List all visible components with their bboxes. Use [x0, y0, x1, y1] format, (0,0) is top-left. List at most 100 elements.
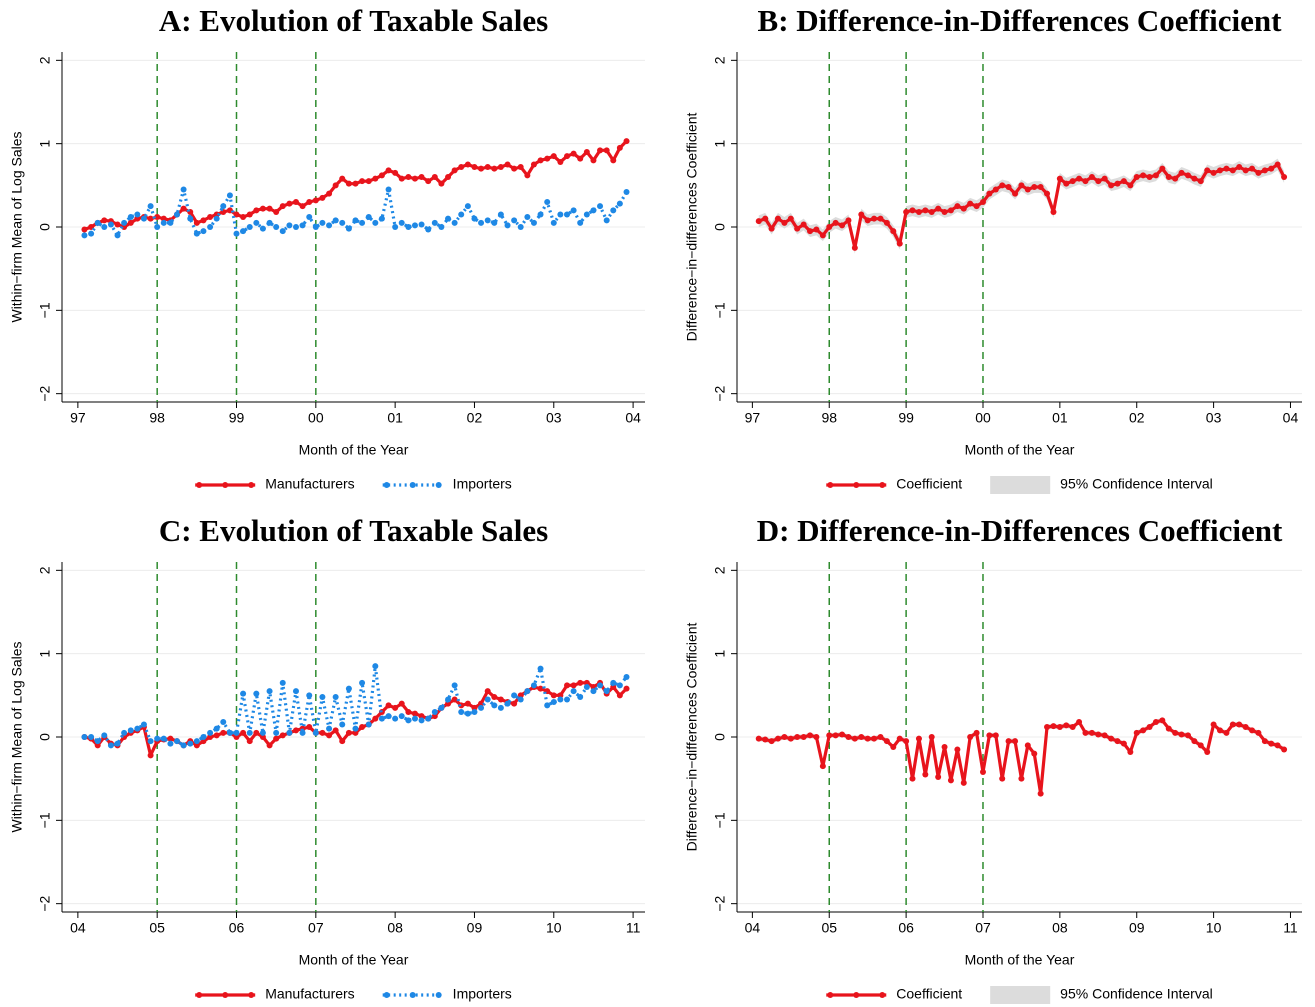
- legend-marker: [853, 992, 860, 998]
- data-point: [253, 690, 260, 697]
- data-point: [1012, 190, 1019, 197]
- data-point: [1242, 724, 1249, 730]
- y-tick-label: 2: [712, 566, 728, 574]
- data-point: [405, 174, 412, 180]
- y-tick-label: −2: [37, 385, 53, 401]
- data-point: [755, 735, 762, 742]
- data-point: [1120, 178, 1127, 185]
- data-point: [398, 219, 405, 226]
- data-point: [1268, 740, 1275, 747]
- data-point: [973, 203, 980, 210]
- data-point: [279, 732, 286, 739]
- data-point: [590, 157, 597, 164]
- data-point: [352, 725, 359, 732]
- data-point: [883, 219, 890, 226]
- legend-marker: [879, 482, 886, 488]
- data-point: [583, 679, 590, 686]
- data-point: [134, 725, 141, 732]
- data-point: [590, 688, 597, 695]
- data-point: [246, 224, 253, 230]
- data-point: [253, 219, 260, 226]
- data-point: [787, 735, 794, 742]
- data-point: [266, 219, 273, 226]
- data-point: [458, 211, 465, 218]
- data-point: [1152, 719, 1159, 725]
- data-point: [101, 224, 108, 230]
- data-point: [193, 230, 200, 237]
- data-point: [259, 205, 266, 212]
- data-point: [1146, 174, 1153, 180]
- data-point: [246, 211, 253, 218]
- data-point: [781, 734, 788, 740]
- data-point: [167, 740, 174, 747]
- data-point: [458, 164, 465, 170]
- data-point: [134, 211, 141, 218]
- data-point: [471, 164, 478, 170]
- data-point: [570, 688, 577, 695]
- data-point: [511, 165, 518, 172]
- data-point: [431, 713, 438, 720]
- data-point: [339, 738, 346, 745]
- x-tick-label: 06: [229, 920, 245, 936]
- data-point: [160, 215, 167, 222]
- y-tick-label: −1: [712, 812, 728, 828]
- x-tick-label: 00: [975, 410, 991, 426]
- data-point: [1076, 719, 1083, 725]
- x-tick-label: 10: [1206, 920, 1222, 936]
- y-tick-label: −1: [712, 302, 728, 318]
- data-point: [299, 203, 306, 210]
- data-point: [438, 180, 445, 187]
- x-tick-label: 00: [308, 410, 324, 426]
- legend-marker: [196, 992, 203, 998]
- data-point: [451, 167, 458, 174]
- legend-marker: [435, 992, 442, 998]
- data-point: [385, 167, 392, 174]
- data-point: [114, 221, 121, 228]
- data-point: [273, 735, 280, 742]
- data-point: [365, 214, 372, 220]
- data-point: [312, 224, 319, 230]
- data-point: [147, 738, 154, 745]
- y-tick-label: 1: [712, 140, 728, 148]
- data-point: [768, 225, 775, 232]
- data-point: [1236, 164, 1243, 170]
- legend-marker: [409, 482, 416, 488]
- data-point: [1191, 175, 1198, 182]
- data-point: [312, 197, 319, 204]
- data-point: [800, 734, 807, 740]
- data-point: [511, 700, 518, 707]
- data-point: [999, 182, 1006, 189]
- data-point: [774, 215, 781, 222]
- legend-marker: [853, 482, 860, 488]
- data-point: [1140, 172, 1147, 179]
- data-point: [623, 685, 630, 692]
- data-point: [883, 738, 890, 745]
- data-point: [398, 700, 405, 707]
- data-point: [1024, 186, 1031, 193]
- data-point: [858, 211, 865, 218]
- data-point: [431, 709, 438, 715]
- data-point: [438, 704, 445, 711]
- confidence-band: [758, 717, 1285, 797]
- data-point: [986, 732, 993, 739]
- data-point: [992, 186, 999, 193]
- data-point: [915, 209, 922, 215]
- data-point: [491, 165, 498, 172]
- data-point: [1261, 738, 1268, 745]
- data-point: [839, 222, 846, 229]
- data-point: [1069, 178, 1076, 185]
- data-point: [478, 700, 485, 707]
- x-axis-title: Month of the Year: [965, 442, 1075, 458]
- y-tick-label: 1: [37, 140, 53, 148]
- x-tick-label: 11: [626, 920, 641, 936]
- data-point: [81, 232, 88, 239]
- legend-marker: [827, 482, 834, 488]
- data-point: [299, 222, 306, 229]
- data-point: [583, 684, 590, 690]
- data-point: [497, 211, 504, 218]
- data-point: [1108, 182, 1115, 189]
- y-axis-title: Difference−in−differences Coefficient: [684, 622, 700, 851]
- data-point: [332, 182, 339, 189]
- data-point: [1050, 209, 1057, 215]
- data-point: [1146, 724, 1153, 730]
